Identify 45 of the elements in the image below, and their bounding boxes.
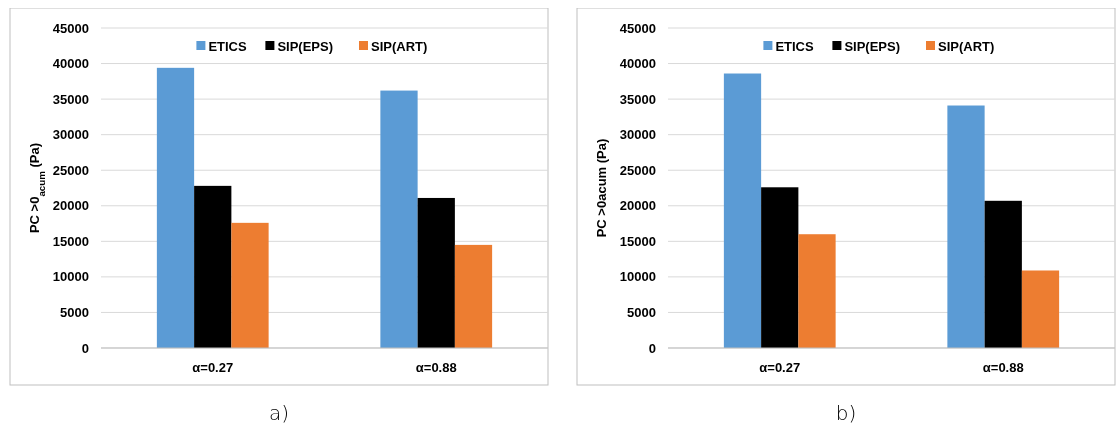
bar <box>454 244 493 348</box>
y-tick-label: 15000 <box>52 233 89 249</box>
legend-label: SIP(ART) <box>371 38 428 54</box>
text: b) <box>835 401 857 425</box>
legend-label: SIP(EPS) <box>277 38 334 54</box>
bar <box>798 234 836 348</box>
y-tick-label: 10000 <box>52 269 89 285</box>
y-tick-label: 25000 <box>52 162 89 178</box>
bar <box>194 185 232 348</box>
y-tick-label: 20000 <box>619 198 656 214</box>
y-tick-label: 25000 <box>619 162 656 178</box>
x-tick-label: α=0.88 <box>982 360 1024 375</box>
y-tick-label: 45000 <box>52 20 89 36</box>
y-axis-title: PC >0acum (Pa) <box>594 138 609 238</box>
y-tick-label: 0 <box>648 340 656 356</box>
legend-label: SIP(EPS) <box>844 38 901 54</box>
y-tick-label: 35000 <box>619 91 656 107</box>
bar <box>984 200 1022 348</box>
legend-label: SIP(ART) <box>938 38 995 54</box>
x-tick-label: α=0.88 <box>415 360 457 375</box>
y-tick-label: 35000 <box>52 91 89 107</box>
y-tick-label: 20000 <box>52 198 89 214</box>
x-tick-label: α=0.27 <box>759 360 801 375</box>
text: a) <box>268 401 290 425</box>
bar <box>156 67 195 348</box>
legend-label: ETICS <box>208 38 248 54</box>
legend-label: ETICS <box>775 38 815 54</box>
bar <box>1021 270 1060 348</box>
y-tick-label: 40000 <box>619 56 656 72</box>
y-tick-label: 45000 <box>619 20 656 36</box>
y-tick-label: 5000 <box>627 304 656 320</box>
y-tick-label: 5000 <box>60 304 89 320</box>
bar <box>947 105 985 348</box>
y-tick-label: 40000 <box>52 56 89 72</box>
bar <box>417 197 455 348</box>
y-tick-label: 10000 <box>619 269 656 285</box>
y-tick-label: 30000 <box>52 127 89 143</box>
bar <box>761 187 799 348</box>
y-tick-label: 0 <box>81 340 89 356</box>
bar <box>723 73 762 348</box>
x-tick-label: α=0.27 <box>192 360 234 375</box>
bar <box>380 90 418 348</box>
y-tick-label: 15000 <box>619 233 656 249</box>
bar <box>231 222 269 348</box>
y-tick-label: 30000 <box>619 127 656 143</box>
